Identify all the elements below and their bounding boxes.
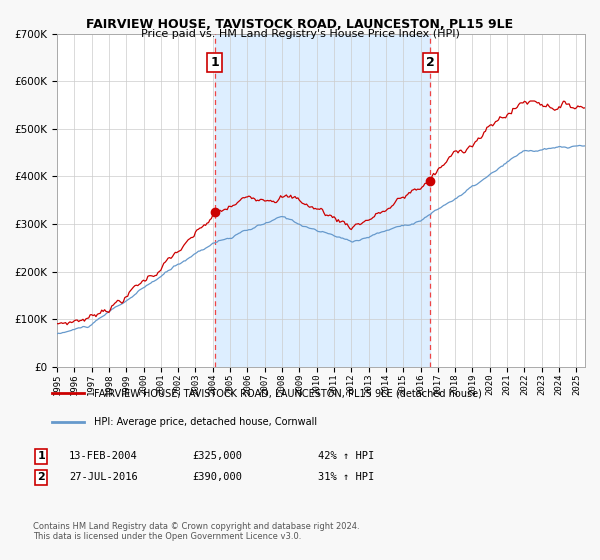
Text: Price paid vs. HM Land Registry's House Price Index (HPI): Price paid vs. HM Land Registry's House … <box>140 29 460 39</box>
Text: 27-JUL-2016: 27-JUL-2016 <box>69 472 138 482</box>
Text: 13-FEB-2004: 13-FEB-2004 <box>69 451 138 461</box>
Text: 1: 1 <box>211 56 219 69</box>
Text: Contains HM Land Registry data © Crown copyright and database right 2024.
This d: Contains HM Land Registry data © Crown c… <box>33 522 359 542</box>
Bar <box>215 34 430 367</box>
Text: £390,000: £390,000 <box>192 472 242 482</box>
Text: £325,000: £325,000 <box>192 451 242 461</box>
Text: 1: 1 <box>37 451 45 461</box>
Text: FAIRVIEW HOUSE, TAVISTOCK ROAD, LAUNCESTON, PL15 9LE (detached house): FAIRVIEW HOUSE, TAVISTOCK ROAD, LAUNCEST… <box>94 388 482 398</box>
Text: HPI: Average price, detached house, Cornwall: HPI: Average price, detached house, Corn… <box>94 417 317 427</box>
Text: 2: 2 <box>426 56 435 69</box>
Text: 42% ↑ HPI: 42% ↑ HPI <box>318 451 374 461</box>
Text: FAIRVIEW HOUSE, TAVISTOCK ROAD, LAUNCESTON, PL15 9LE: FAIRVIEW HOUSE, TAVISTOCK ROAD, LAUNCEST… <box>86 18 514 31</box>
Text: 31% ↑ HPI: 31% ↑ HPI <box>318 472 374 482</box>
Text: 2: 2 <box>37 472 45 482</box>
